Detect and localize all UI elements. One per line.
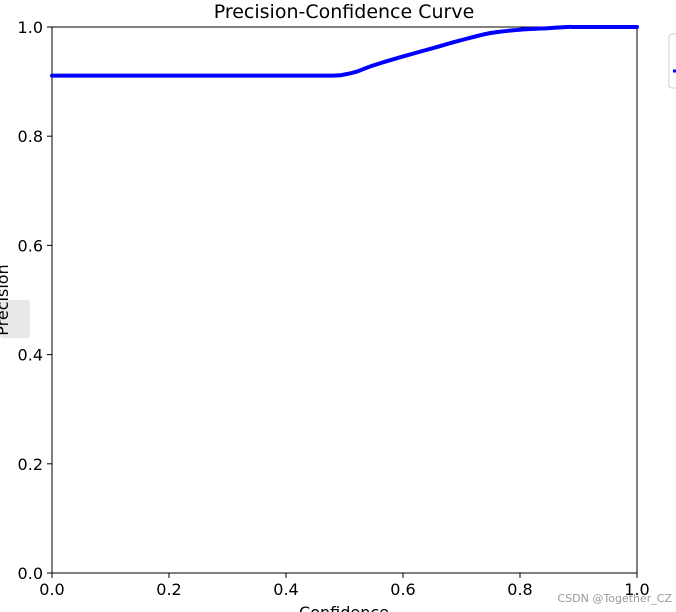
x-tick-label: 0.0 bbox=[39, 580, 64, 599]
y-tick-label: 0.6 bbox=[18, 236, 43, 255]
legend bbox=[668, 33, 676, 89]
watermark: CSDN @Together_CZ bbox=[558, 592, 673, 605]
y-tick-label: 1.0 bbox=[18, 18, 43, 37]
x-tick-label: 0.2 bbox=[156, 580, 181, 599]
y-axis-ticks: 0.0 0.2 0.4 0.6 0.8 1.0 bbox=[18, 18, 52, 583]
plot-frame bbox=[51, 26, 638, 574]
x-tick-label: 0.4 bbox=[273, 580, 298, 599]
side-tab bbox=[0, 300, 30, 338]
x-tick-label: 1.0 bbox=[624, 580, 649, 599]
x-axis-ticks: 0.0 0.2 0.4 0.6 0.8 1.0 bbox=[39, 573, 650, 599]
legend-box bbox=[668, 33, 676, 89]
x-axis-label: Confidence bbox=[299, 603, 389, 612]
y-tick-label: 0.0 bbox=[18, 564, 43, 583]
series-line bbox=[50, 24, 639, 78]
x-tick-label: 0.6 bbox=[390, 580, 415, 599]
x-tick-label: 0.8 bbox=[507, 580, 532, 599]
y-axis-label: Precision bbox=[0, 264, 12, 335]
y-tick-label: 0.4 bbox=[18, 346, 43, 365]
chart-title: Precision-Confidence Curve bbox=[214, 1, 475, 23]
y-tick-label: 0.2 bbox=[18, 455, 43, 474]
y-tick-label: 0.8 bbox=[18, 127, 43, 146]
